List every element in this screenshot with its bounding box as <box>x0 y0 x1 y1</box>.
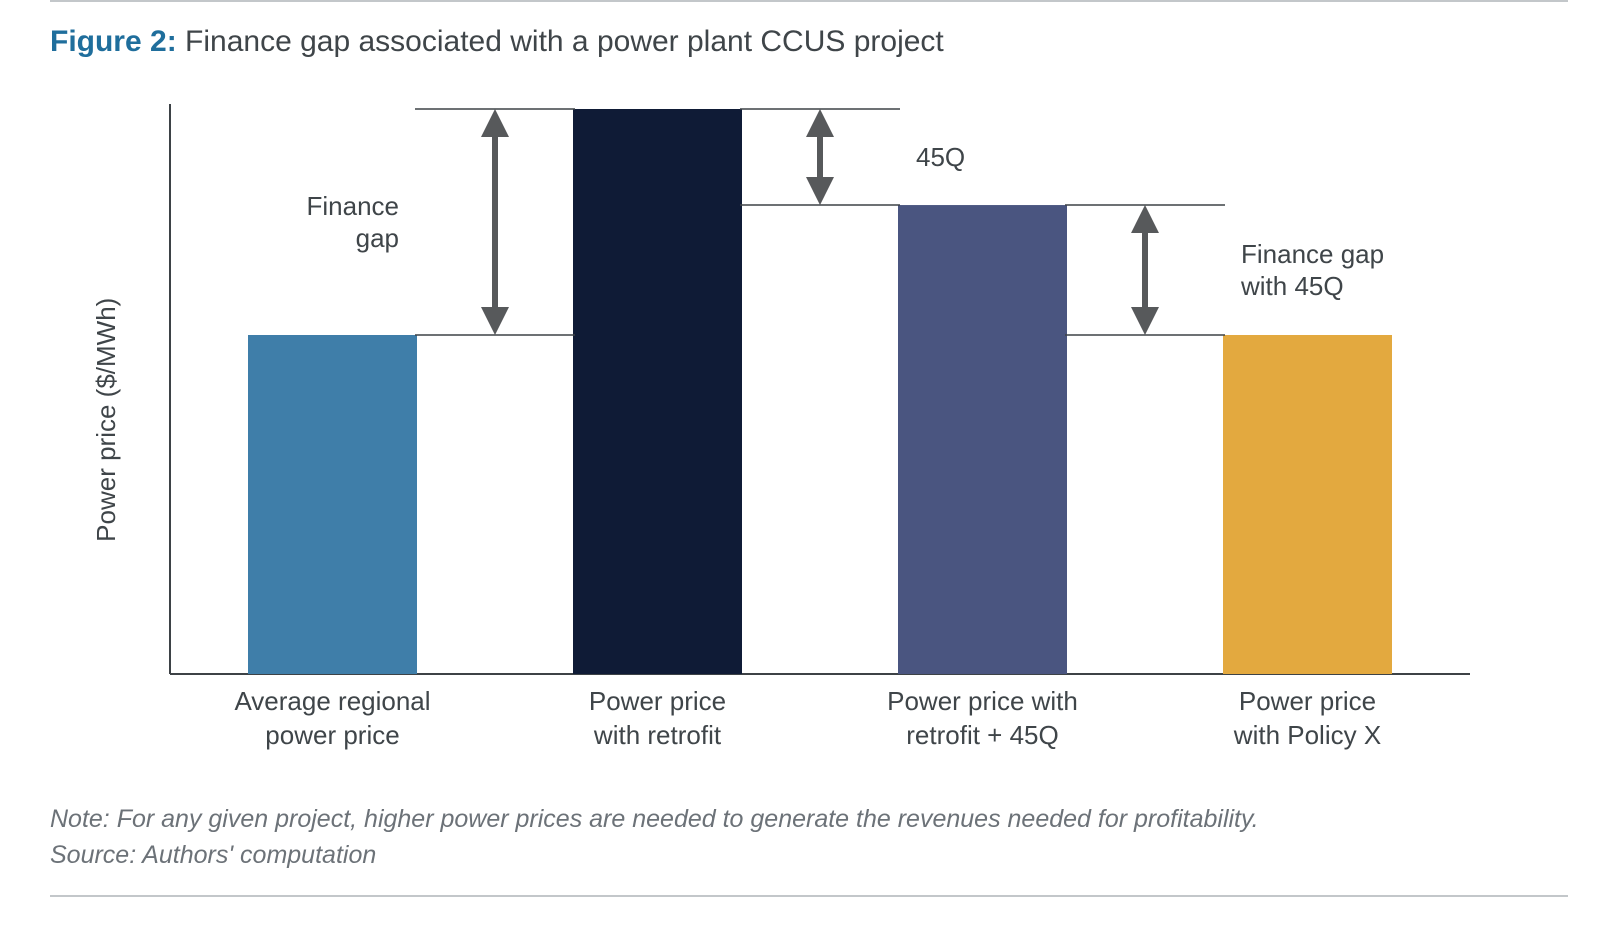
figure-label: Figure 2: <box>50 25 177 58</box>
bar-3 <box>898 205 1067 674</box>
bar-2 <box>573 109 742 674</box>
figure-title-row: Figure 2: Finance gap associated with a … <box>50 2 1568 79</box>
bar-3-label: Power price withretrofit + 45Q <box>887 686 1078 750</box>
chart-area: Power price ($/MWh) Average regionalpower… <box>50 79 1568 779</box>
note-line-2: Source: Authors' computation <box>50 837 1568 873</box>
arrow-45q-label: 45Q <box>916 142 965 172</box>
bar-1 <box>248 335 417 674</box>
bar-4 <box>1223 335 1392 674</box>
finance-gap-label: Financegap <box>307 191 400 253</box>
note-line-1: Note: For any given project, higher powe… <box>50 801 1568 837</box>
figure-title: Finance gap associated with a power plan… <box>185 25 944 58</box>
finance-gap-45q-label: Finance gapwith 45Q <box>1240 239 1384 301</box>
bar-2-label: Power pricewith retrofit <box>589 686 726 750</box>
figure-note: Note: For any given project, higher powe… <box>50 779 1568 896</box>
bar-1-label: Average regionalpower price <box>234 686 430 750</box>
bottom-rule <box>50 895 1568 897</box>
y-axis-label: Power price ($/MWh) <box>91 297 121 541</box>
figure-container: Figure 2: Finance gap associated with a … <box>0 0 1618 897</box>
bar-chart: Power price ($/MWh) Average regionalpower… <box>50 79 1568 779</box>
bar-4-label: Power pricewith Policy X <box>1233 686 1381 750</box>
